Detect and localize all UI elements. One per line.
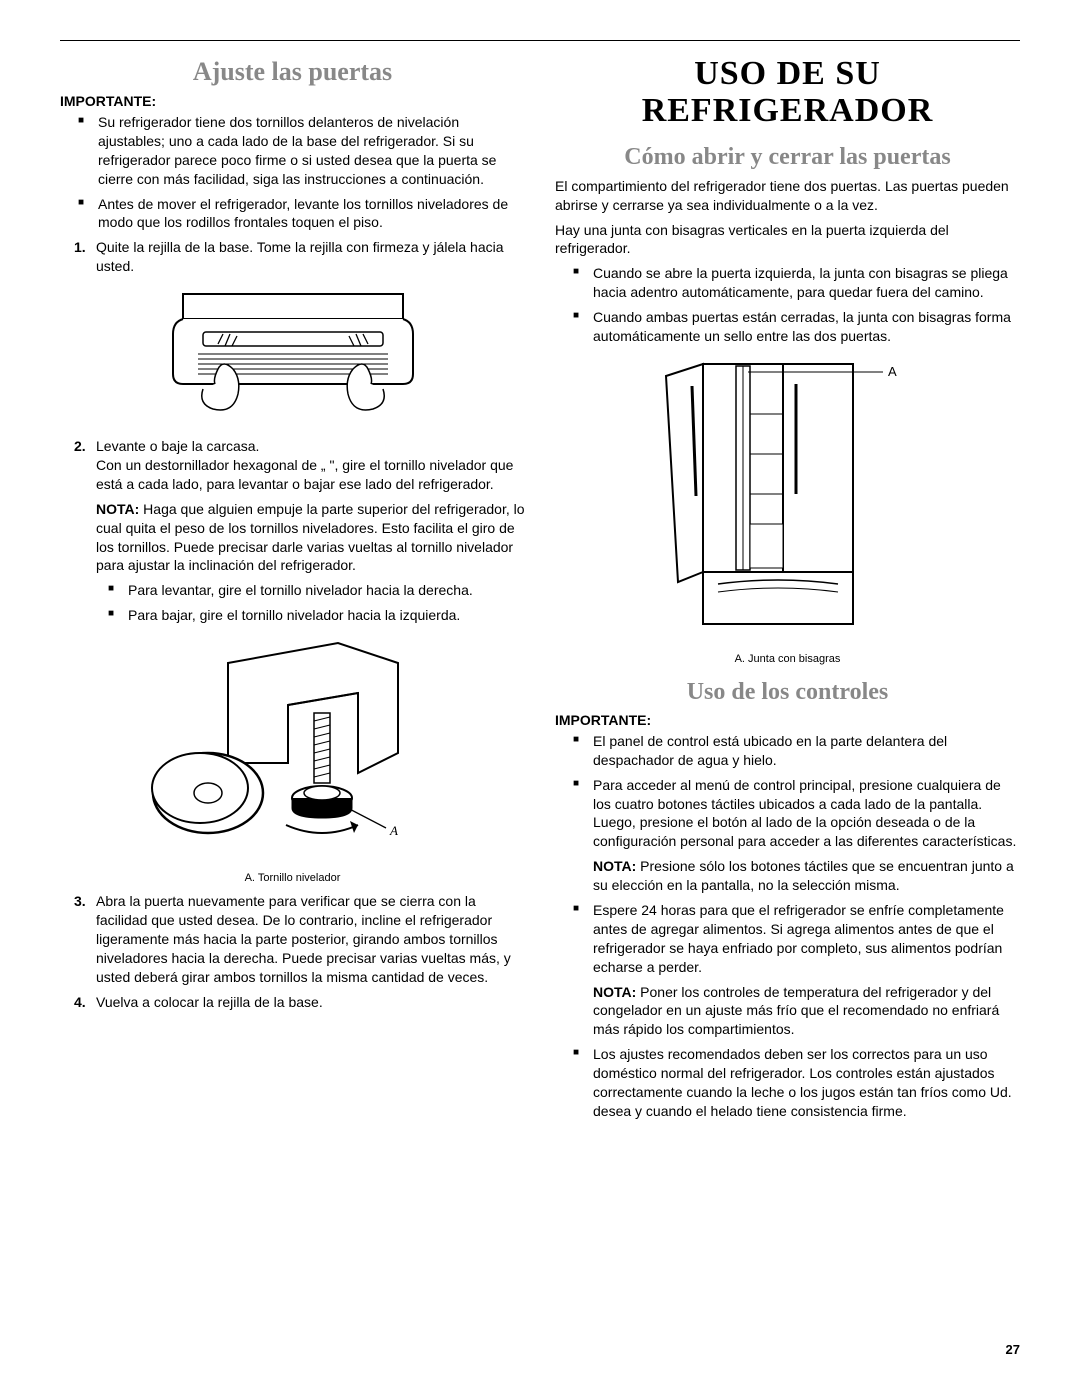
right-section2-title: Uso de los controles [555, 679, 1020, 706]
left-sub-bullets: Para levantar, gire el tornillo nivelado… [60, 581, 525, 625]
figure-leveling-screw: A A. Tornillo nivelador [60, 633, 525, 884]
figure-label-a: A [389, 823, 398, 838]
step-item: Levante o baje la carcasa. Con un destor… [60, 437, 525, 494]
step2-line1: Levante o baje la carcasa. [96, 438, 259, 454]
importante-label-right: IMPORTANTE: [555, 712, 1020, 728]
bullet-item: Espere 24 horas para que el refrigerador… [577, 901, 1020, 977]
main-title-line1: USO DE SU [694, 55, 881, 92]
nota2-paragraph: NOTA: Presione sólo los botones táctiles… [555, 857, 1020, 895]
two-column-layout: Ajuste las puertas IMPORTANTE: Su refrig… [60, 49, 1020, 1127]
leveling-screw-illustration: A [138, 633, 448, 863]
right-bullets-1: Cuando se abre la puerta izquierda, la j… [555, 264, 1020, 346]
bullet-item: Cuando ambas puertas están cerradas, la … [577, 308, 1020, 346]
figure-label-a: A [888, 364, 897, 379]
bullet-item: Los ajustes recomendados deben ser los c… [577, 1045, 1020, 1121]
left-top-bullets: Su refrigerador tiene dos tornillos dela… [60, 113, 525, 232]
fig-fridge-caption: A. Junta con bisagras [555, 653, 1020, 665]
bullet-item: El panel de control está ubicado en la p… [577, 732, 1020, 770]
right-column: USO DE SU REFRIGERADOR Cómo abrir y cerr… [555, 49, 1020, 1127]
figure-fridge-doors: A A. Junta con bisagras [555, 354, 1020, 665]
nota3-label: NOTA: [593, 984, 636, 1000]
nota-paragraph: NOTA: Haga que alguien empuje la parte s… [60, 500, 525, 576]
step-item: Quite la rejilla de la base. Tome la rej… [60, 238, 525, 276]
nota-text: Haga que alguien empuje la parte superio… [96, 501, 525, 574]
top-rule [60, 40, 1020, 41]
fridge-illustration: A [648, 354, 928, 644]
paragraph: El compartimiento del refrigerador tiene… [555, 177, 1020, 215]
page-container: Ajuste las puertas IMPORTANTE: Su refrig… [0, 0, 1080, 1187]
left-steps: Quite la rejilla de la base. Tome la rej… [60, 238, 525, 276]
bullet-item: Para levantar, gire el tornillo nivelado… [112, 581, 525, 600]
left-steps-3: Abra la puerta nuevamente para verificar… [60, 892, 525, 1011]
left-steps-2: Levante o baje la carcasa. Con un destor… [60, 437, 525, 494]
right-bullets-2: El panel de control está ubicado en la p… [555, 732, 1020, 851]
nota2-label: NOTA: [593, 858, 636, 874]
fig2-caption: A. Tornillo nivelador [60, 872, 525, 884]
step2-line2: Con un destornillador hexagonal de „ ", … [96, 457, 513, 492]
page-number: 27 [1006, 1342, 1020, 1357]
paragraph: Hay una junta con bisagras verticales en… [555, 221, 1020, 259]
bullet-item: Para acceder al menú de control principa… [577, 776, 1020, 852]
main-title: USO DE SU REFRIGERADOR [555, 55, 1020, 130]
bullet-item: Su refrigerador tiene dos tornillos dela… [82, 113, 525, 189]
main-title-line2: REFRIGERADOR [642, 92, 934, 129]
left-section-title: Ajuste las puertas [60, 57, 525, 87]
nota3-text: Poner los controles de temperatura del r… [593, 984, 999, 1038]
figure-base-grille [60, 284, 525, 429]
bullet-item: Cuando se abre la puerta izquierda, la j… [577, 264, 1020, 302]
bullet-item: Antes de mover el refrigerador, levante … [82, 195, 525, 233]
left-column: Ajuste las puertas IMPORTANTE: Su refrig… [60, 49, 525, 1127]
right-bullets-3: Espere 24 horas para que el refrigerador… [555, 901, 1020, 977]
step-item: Abra la puerta nuevamente para verificar… [60, 892, 525, 986]
nota2-text: Presione sólo los botones táctiles que s… [593, 858, 1014, 893]
nota-label: NOTA: [96, 501, 139, 517]
right-bullets-4: Los ajustes recomendados deben ser los c… [555, 1045, 1020, 1121]
nota3-paragraph: NOTA: Poner los controles de temperatura… [555, 983, 1020, 1040]
step-item: Vuelva a colocar la rejilla de la base. [60, 993, 525, 1012]
right-section1-title: Cómo abrir y cerrar las puertas [555, 144, 1020, 171]
base-grille-illustration [143, 284, 443, 424]
bullet-item: Para bajar, gire el tornillo nivelador h… [112, 606, 525, 625]
importante-label-left: IMPORTANTE: [60, 93, 525, 109]
